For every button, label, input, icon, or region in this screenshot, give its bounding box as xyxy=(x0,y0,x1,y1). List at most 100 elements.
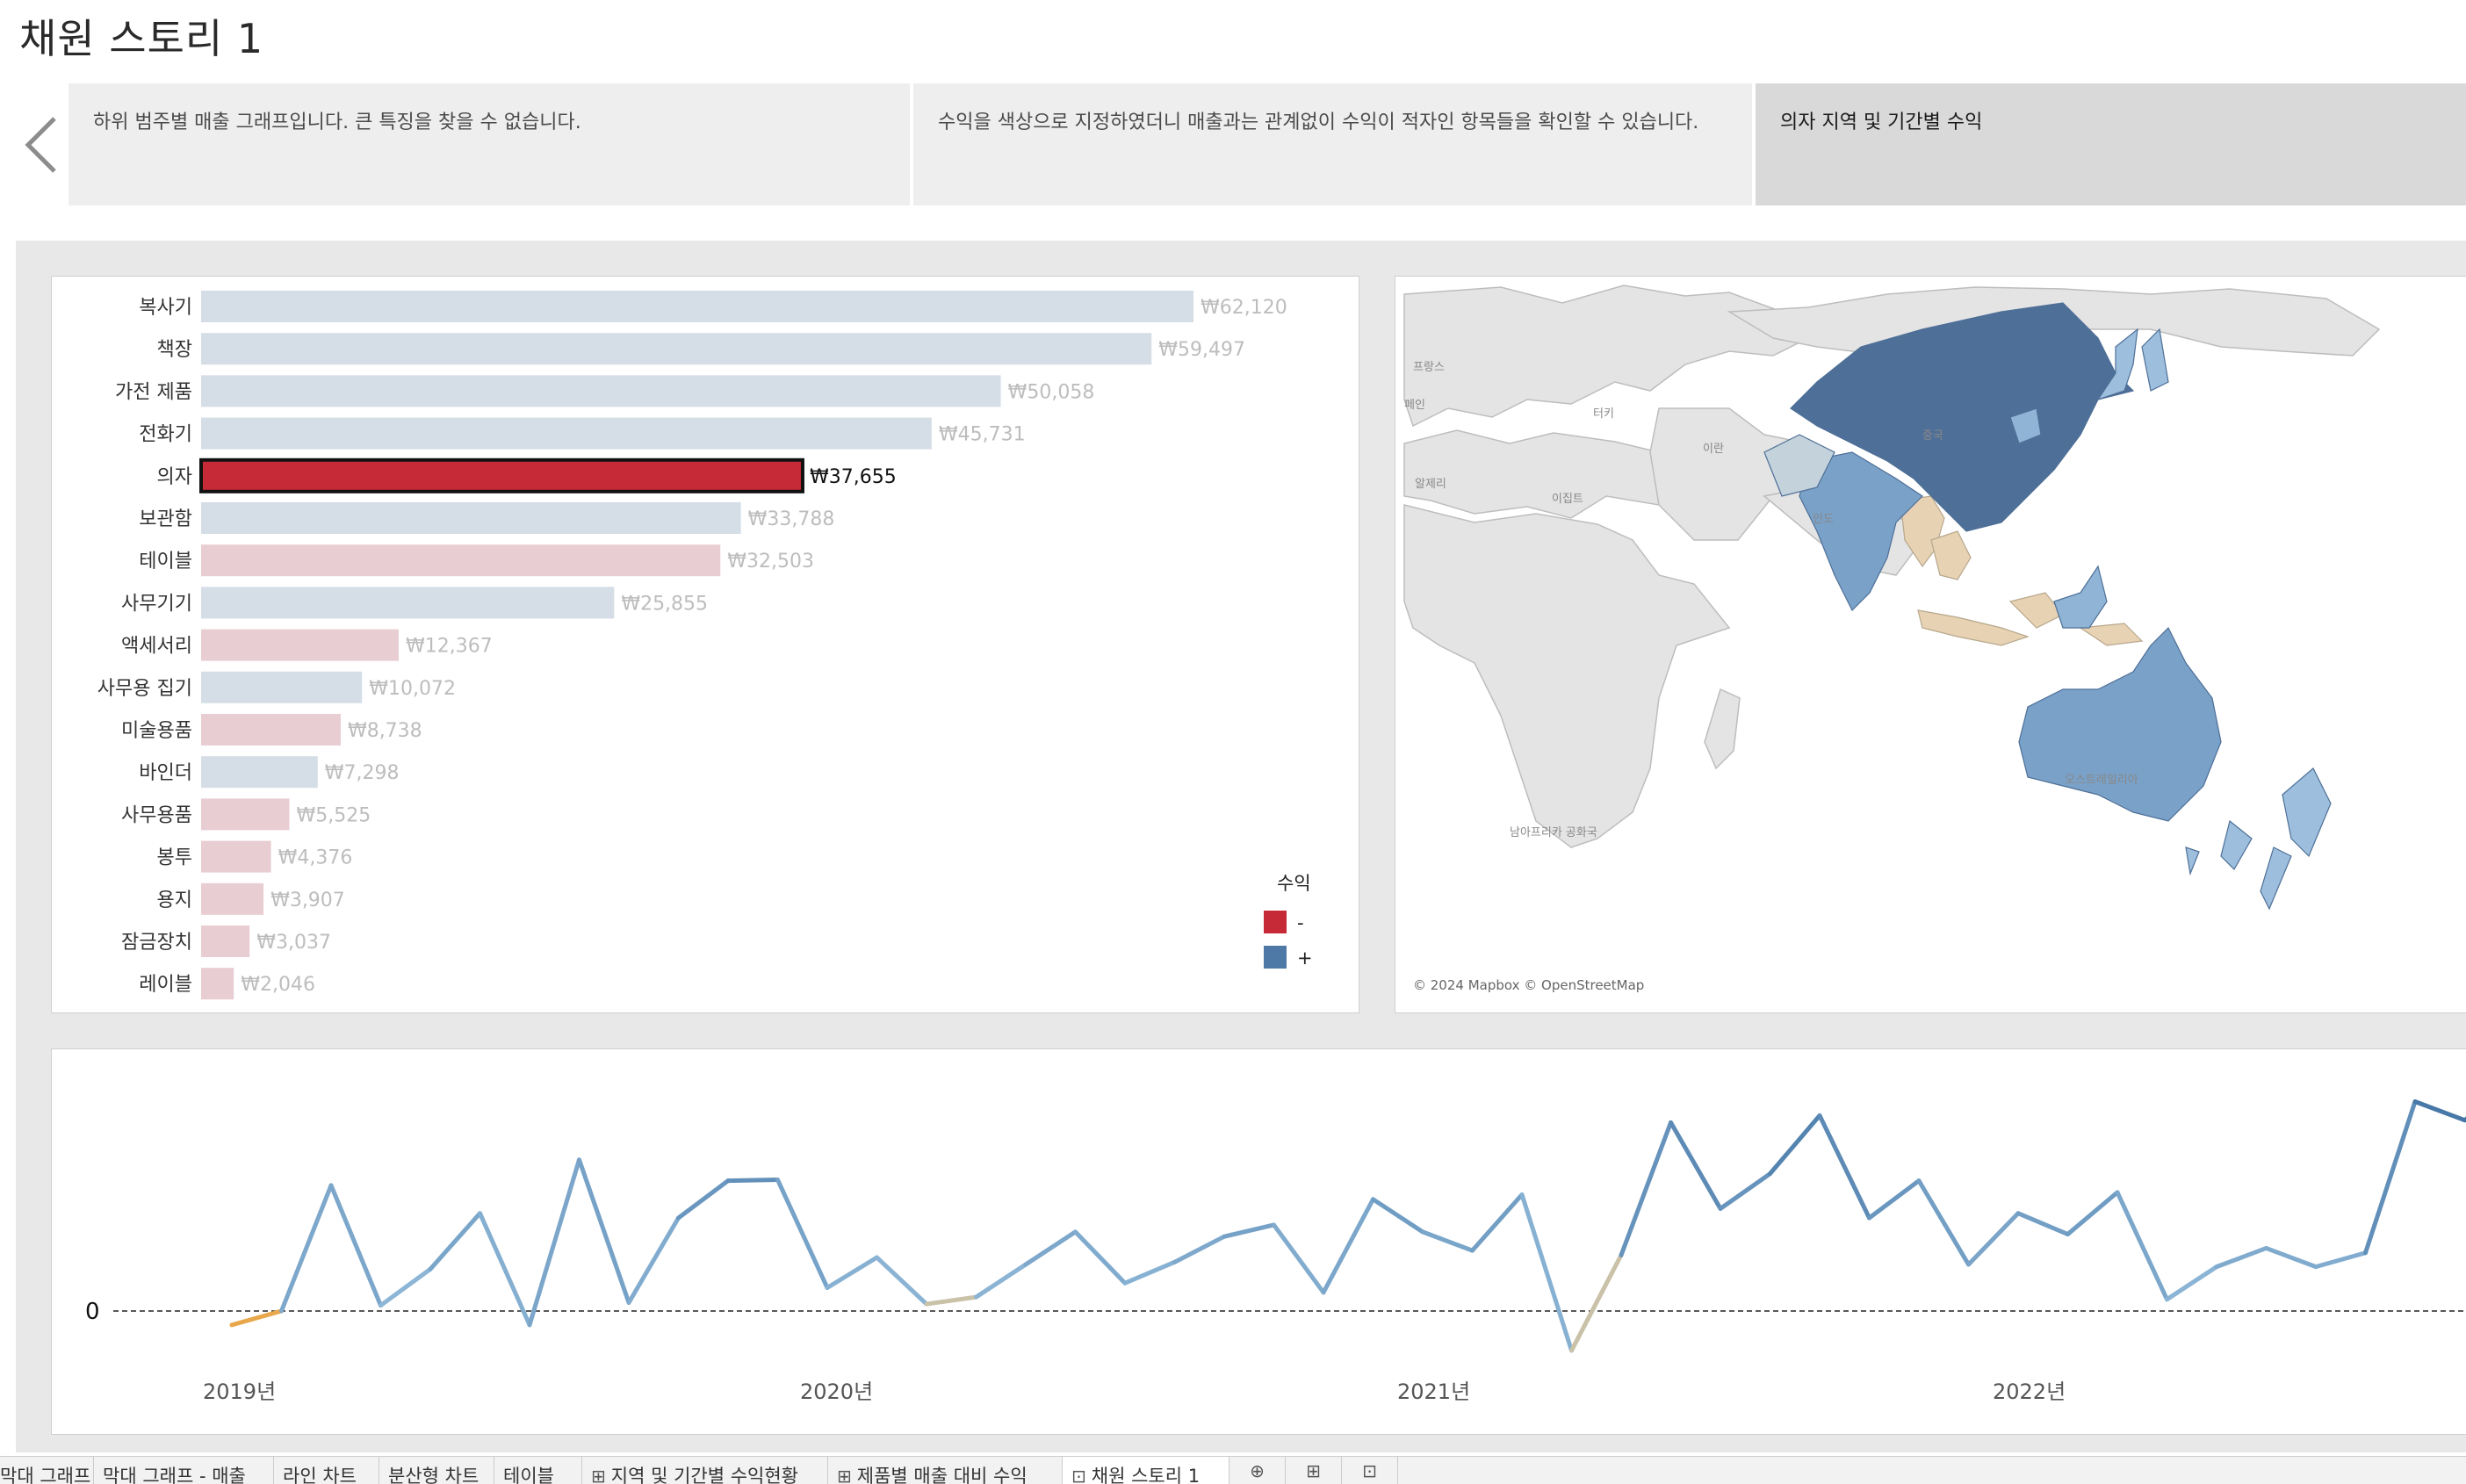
category-label: 책장 xyxy=(157,339,192,361)
new-worksheet-button[interactable]: ⊕ xyxy=(1229,1457,1286,1484)
bar-mark[interactable] xyxy=(201,882,264,915)
line-segment[interactable] xyxy=(2264,1245,2318,1270)
line-segment[interactable] xyxy=(2313,1250,2368,1270)
tab-table[interactable]: 테이블 xyxy=(494,1457,582,1484)
line-segment[interactable] xyxy=(1122,1259,1177,1286)
line-segment[interactable] xyxy=(1519,1192,1574,1353)
new-story-button[interactable]: ⊡ xyxy=(1342,1457,1398,1484)
line-segment[interactable] xyxy=(626,1215,681,1305)
category-label: 레이블 xyxy=(139,974,192,996)
value-label: ₩33,788 xyxy=(748,508,835,530)
tab-story-1[interactable]: ⊡ 채원 스토리 1 xyxy=(1063,1457,1229,1484)
previous-point-button[interactable] xyxy=(19,105,63,184)
line-segment[interactable] xyxy=(1718,1171,1772,1211)
tab-label: 라인 차트 xyxy=(283,1466,357,1484)
line-segment[interactable] xyxy=(1023,1229,1078,1267)
bar-mark[interactable] xyxy=(201,291,1193,322)
bar-mark[interactable] xyxy=(201,798,290,831)
bar-mark[interactable] xyxy=(201,333,1152,365)
line-segment[interactable] xyxy=(279,1183,334,1314)
legend-title: 수익 xyxy=(1277,873,1311,894)
line-segment[interactable] xyxy=(428,1211,482,1271)
zero-label: 0 xyxy=(85,1299,100,1325)
line-segment[interactable] xyxy=(328,1183,383,1308)
tab-bar-chart-sales[interactable]: 막대 그래프 - 매출 xyxy=(94,1457,274,1484)
tab-scatter-chart[interactable]: 분산형 차트 xyxy=(379,1457,494,1484)
dashboard-icon: ⊞ xyxy=(591,1466,606,1484)
bar-mark[interactable] xyxy=(201,926,250,957)
category-label: 액세서리 xyxy=(121,636,192,658)
line-segment[interactable] xyxy=(2115,1190,2169,1302)
line-segment[interactable] xyxy=(1321,1197,1375,1295)
line-segment[interactable] xyxy=(1817,1113,1871,1221)
line-segment[interactable] xyxy=(1222,1222,1276,1239)
bar-mark[interactable] xyxy=(201,714,341,746)
tab-bar-chart[interactable]: 막대 그래프 xyxy=(0,1457,94,1484)
line-segment[interactable] xyxy=(229,1308,284,1328)
bar-mark[interactable] xyxy=(201,587,615,619)
line-segment[interactable] xyxy=(379,1266,433,1308)
line-segment[interactable] xyxy=(1172,1234,1227,1264)
line-segment[interactable] xyxy=(2412,1099,2466,1123)
line-segment[interactable] xyxy=(1916,1178,1971,1267)
bar-mark[interactable] xyxy=(201,544,721,577)
line-segment[interactable] xyxy=(676,1178,731,1221)
category-label: 가전 제품 xyxy=(115,381,192,403)
chevron-left-icon xyxy=(25,117,56,173)
bar-mark[interactable] xyxy=(201,968,234,1000)
bar-mark[interactable] xyxy=(201,417,932,450)
line-segment[interactable] xyxy=(1867,1178,1922,1221)
story-point-1[interactable]: 하위 범주별 매출 그래프입니다. 큰 특징을 찾을 수 없습니다. xyxy=(68,83,910,205)
line-segment[interactable] xyxy=(527,1157,581,1328)
tab-product-sales-profit[interactable]: ⊞ 제품별 매출 대비 수익 xyxy=(828,1457,1063,1484)
line-segment[interactable] xyxy=(2363,1099,2418,1256)
category-label: 보관함 xyxy=(139,508,192,530)
story-point-2[interactable]: 수익을 색상으로 지정하였더니 매출과는 관계없이 수익이 적자인 항목들을 확… xyxy=(913,83,1752,205)
value-label: ₩3,037 xyxy=(256,932,331,954)
line-segment[interactable] xyxy=(1371,1197,1425,1235)
line-segment[interactable] xyxy=(1619,1120,1673,1257)
line-segment[interactable] xyxy=(725,1178,780,1184)
line-segment[interactable] xyxy=(875,1255,929,1307)
x-tick-label: 2020년 xyxy=(800,1380,873,1404)
line-segment[interactable] xyxy=(2214,1245,2268,1270)
line-segment[interactable] xyxy=(1669,1120,1723,1211)
bar-mark[interactable] xyxy=(201,375,1001,407)
bar-mark[interactable] xyxy=(201,502,741,534)
bar-mark[interactable] xyxy=(201,671,363,703)
story-point-caption: 하위 범주별 매출 그래프입니다. 큰 특징을 찾을 수 없습니다. xyxy=(93,112,581,133)
bar-mark[interactable] xyxy=(199,457,804,493)
line-segment[interactable] xyxy=(1966,1211,2021,1267)
bar-mark[interactable] xyxy=(201,756,318,789)
new-story-icon: ⊡ xyxy=(1362,1460,1377,1481)
line-segment[interactable] xyxy=(775,1178,830,1290)
bar-mark[interactable] xyxy=(201,840,271,873)
bar-mark[interactable] xyxy=(201,629,399,661)
line-segment[interactable] xyxy=(478,1211,532,1328)
line-segment[interactable] xyxy=(577,1157,631,1305)
value-label: ₩32,503 xyxy=(727,551,814,573)
line-segment[interactable] xyxy=(974,1262,1028,1300)
new-dashboard-button[interactable]: ⊞ xyxy=(1286,1457,1342,1484)
tab-label: 채원 스토리 1 xyxy=(1091,1466,1201,1484)
line-segment[interactable] xyxy=(1569,1252,1624,1353)
tab-region-period-profit[interactable]: ⊞ 지역 및 기간별 수익현황 xyxy=(582,1457,828,1484)
line-segment[interactable] xyxy=(2165,1264,2219,1302)
value-label: ₩5,525 xyxy=(297,804,371,826)
profit-map-panel: 프랑스 페인 터키 이란 알제리 이집트 중국 인도 오스트레일리아 남아프리카… xyxy=(1395,276,2466,1013)
line-segment[interactable] xyxy=(924,1294,978,1307)
story-point-3[interactable]: 의자 지역 및 기간별 수익 xyxy=(1756,83,2466,205)
line-segment[interactable] xyxy=(2066,1190,2120,1237)
tab-line-chart[interactable]: 라인 차트 xyxy=(274,1457,379,1484)
line-segment[interactable] xyxy=(1073,1229,1128,1286)
line-segment[interactable] xyxy=(1420,1229,1475,1253)
line-segment[interactable] xyxy=(1768,1113,1822,1177)
line-segment[interactable] xyxy=(1470,1192,1525,1253)
legend-swatch[interactable] xyxy=(1264,946,1287,969)
profit-map[interactable]: 프랑스 페인 터키 이란 알제리 이집트 중국 인도 오스트레일리아 남아프리카… xyxy=(1395,277,2466,1014)
legend-swatch[interactable] xyxy=(1264,911,1287,933)
line-segment[interactable] xyxy=(2015,1211,2070,1237)
line-segment[interactable] xyxy=(1272,1222,1326,1295)
line-segment[interactable] xyxy=(825,1255,879,1290)
